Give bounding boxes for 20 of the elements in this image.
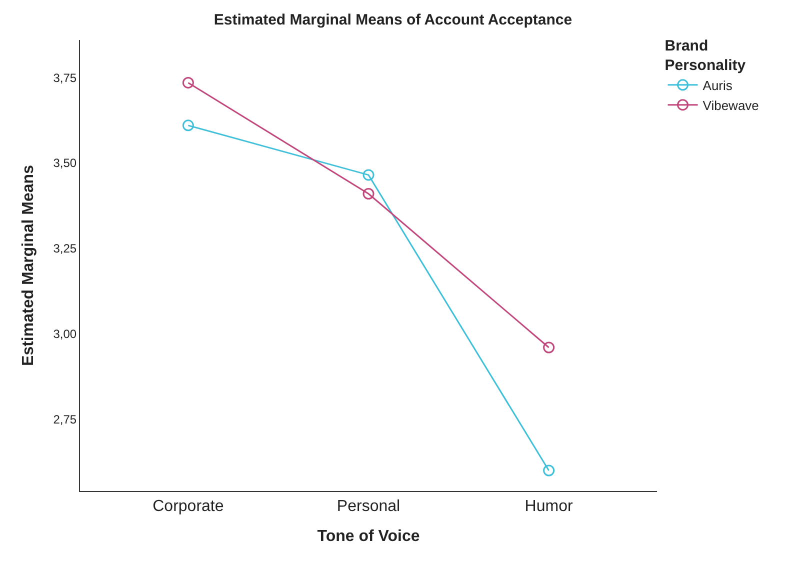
y-tick-label: 3,00 [53, 327, 77, 342]
x-tick-label: Corporate [152, 498, 224, 516]
x-tick-label: Humor [524, 498, 574, 516]
point [362, 169, 374, 181]
legend-label: Auris [702, 78, 733, 93]
point [543, 464, 555, 476]
y-axis-title: Estimated Marginal Means [20, 164, 38, 366]
x-tick-label: Personal [336, 498, 400, 516]
chart-title: Estimated Marginal Means of Account Acceptance [214, 12, 572, 29]
legend-title: Brand Personality [664, 37, 746, 74]
y-tick-label: 3,25 [53, 242, 77, 256]
x-axis-title: Tone of Voice [317, 528, 420, 545]
legend-label: Vibewave [702, 98, 759, 113]
y-tick-label: 3,75 [53, 70, 77, 85]
y-tick-label: 2,75 [53, 412, 77, 426]
point [182, 120, 194, 132]
point [362, 188, 374, 200]
point [182, 76, 194, 88]
y-tick-label: 3,50 [53, 156, 77, 170]
point [543, 342, 555, 354]
